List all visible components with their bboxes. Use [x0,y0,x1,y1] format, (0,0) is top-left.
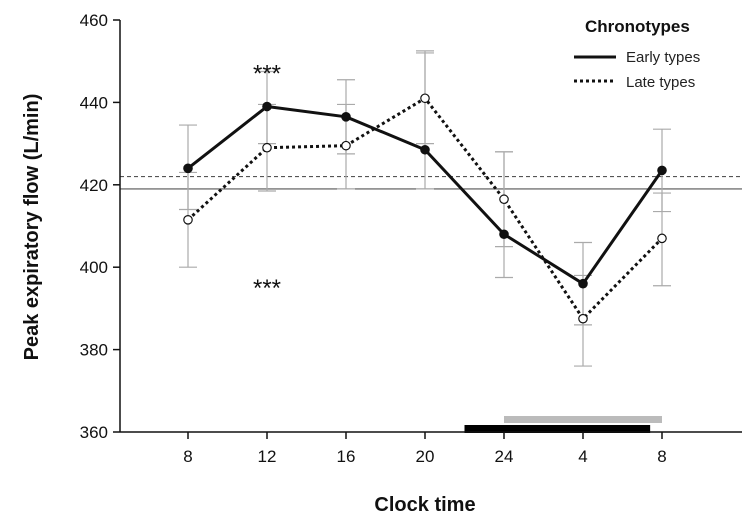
data-point-late [499,194,509,205]
data-point-late [341,140,351,151]
data-point-late [578,313,588,324]
y-tick-label: 380 [80,341,108,360]
y-tick-label: 440 [80,93,108,112]
data-point-late [420,93,430,104]
x-axis-title: Clock time [374,494,475,516]
data-point-early [499,229,509,240]
axes-layer [113,19,742,439]
x-tick-label: 20 [416,447,435,466]
night-bar-late [504,416,662,423]
legend-label-late: Late types [626,74,695,91]
x-tick-label: 8 [183,447,192,466]
legend-title: Chronotypes [585,17,690,36]
x-tick-label: 24 [495,447,514,466]
legend: Chronotypes Early types Late types [574,17,700,91]
significance-marker: *** [253,61,281,88]
data-point-early [183,163,193,174]
legend-label-early: Early types [626,49,700,66]
night-bar-early [464,425,651,433]
tick-labels-layer: 360 380 400 420 440 460 8 12 16 20 24 4 8 [80,11,667,466]
y-tick-label: 400 [80,258,108,277]
data-point-late [657,233,667,244]
data-point-late [262,142,272,153]
y-tick-label: 460 [80,11,108,30]
x-tick-label: 4 [578,447,587,466]
y-axis-title: Peak expiratory flow (L/min) [21,94,43,361]
data-point-early [578,278,588,289]
data-point-early [657,165,667,176]
y-tick-label: 360 [80,423,108,442]
data-points-layer [183,93,667,324]
x-tick-label: 8 [657,447,666,466]
data-point-early [341,112,351,122]
annotations-layer: *** *** [253,61,281,302]
night-bars-layer [464,416,662,433]
data-point-early [420,144,430,155]
data-point-late [183,215,193,225]
significance-marker: *** [253,275,281,302]
x-tick-label: 16 [337,447,356,466]
x-tick-label: 12 [258,447,277,466]
y-tick-label: 420 [80,176,108,195]
data-point-early [262,101,272,112]
